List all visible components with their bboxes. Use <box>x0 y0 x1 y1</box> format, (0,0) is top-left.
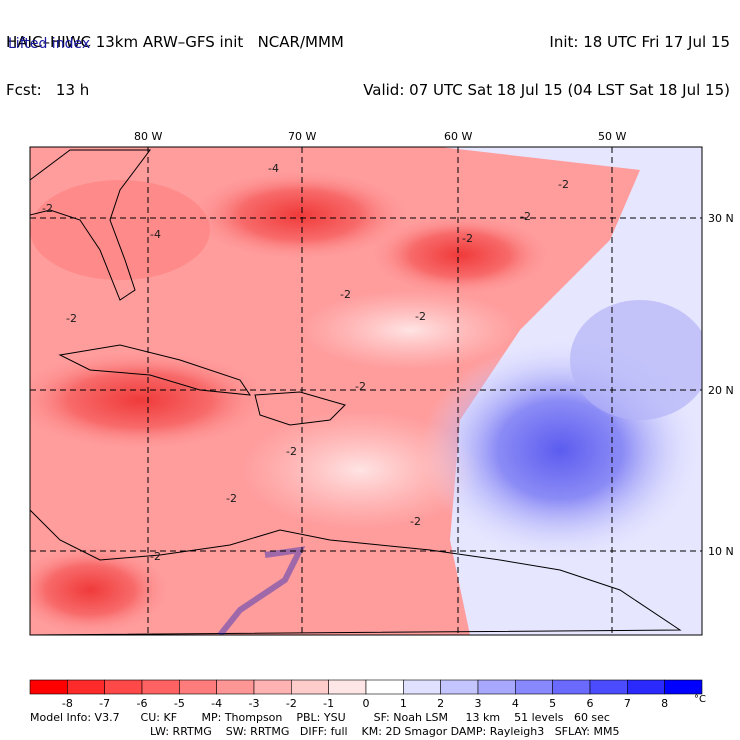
colorbar-swatch <box>141 679 180 695</box>
coastline-florida <box>30 149 151 301</box>
colorbar-tick-label: -7 <box>99 697 111 710</box>
coastline-hispaniola <box>254 391 346 426</box>
unstable-region-caribbean <box>30 350 270 450</box>
contour-label: -2 <box>520 210 531 223</box>
colorbar-swatch <box>477 679 516 695</box>
colorbar-tick-label: -8 <box>61 697 73 710</box>
colorbar-tick-label: 8 <box>661 697 669 710</box>
lon-label-70w: 70 W <box>288 130 317 143</box>
colorbar-tick-label: 5 <box>549 697 557 710</box>
colorbar-swatch <box>589 679 628 695</box>
colorbar-swatch <box>552 679 591 695</box>
coastline-south-america <box>30 509 682 635</box>
colorbar-tick-label: 2 <box>437 697 445 710</box>
lat-label-20n: 20 N <box>708 384 734 397</box>
contour-label: -2 <box>558 178 569 191</box>
contour-label: -2 <box>226 492 237 505</box>
contour-label: -4 <box>150 228 161 241</box>
colorbar-swatch <box>515 679 553 695</box>
valid-time: Valid: 07 UTC Sat 18 Jul 15 (04 LST Sat … <box>363 81 730 99</box>
unstable-region-florida <box>30 180 210 280</box>
colorbar-tick-label: -3 <box>248 697 260 710</box>
pale-area <box>300 290 520 370</box>
header-right: Init: 18 UTC Fri 17 Jul 15 Valid: 07 UTC… <box>363 2 730 114</box>
grid-lines <box>30 147 702 635</box>
contour-label: -2 <box>355 380 366 393</box>
colorbar-tick-label: 7 <box>623 697 631 710</box>
colorbar-swatch <box>104 679 143 695</box>
model-title: HAIC–HIWC 13km ARW–GFS init NCAR/MMM <box>6 33 344 51</box>
contour-label: -2 <box>286 445 297 458</box>
lon-label-50w: 50 W <box>598 130 627 143</box>
field-name: Lifted index <box>8 36 91 52</box>
colorbar-swatch <box>29 679 68 695</box>
colorbar-swatch <box>291 679 329 695</box>
colorbar-swatch <box>179 679 217 695</box>
colorbar-tick-label: 4 <box>511 697 519 710</box>
model-info-line2: LW: RRTMG SW: RRTMG DIFF: full KM: 2D Sm… <box>150 725 620 738</box>
init-time: Init: 18 UTC Fri 17 Jul 15 <box>549 33 730 51</box>
coastline-cuba <box>58 344 252 396</box>
colorbar-swatch <box>664 679 703 695</box>
colorbar-swatch <box>328 679 367 695</box>
unstable-region-northeast <box>370 215 550 295</box>
contour-label: -2 <box>150 550 161 563</box>
contour-label: -4 <box>268 162 279 175</box>
contour-label: -2 <box>410 515 421 528</box>
colorbar-swatch <box>365 679 404 695</box>
lon-label-80w: 80 W <box>134 130 163 143</box>
colorbar-tick-label: -4 <box>211 697 223 710</box>
contour-label: -2 <box>462 232 473 245</box>
colorbar-swatch <box>216 679 255 695</box>
contour-label: -2 <box>42 202 53 215</box>
colorbar-tick-label: -5 <box>173 697 185 710</box>
header-left: HAIC–HIWC 13km ARW–GFS init NCAR/MMM Fcs… <box>6 2 344 114</box>
colorbar-tick-label: 0 <box>362 697 370 710</box>
colorbar-swatch <box>403 679 441 695</box>
colorbar-unit: °C <box>694 694 706 705</box>
contour-label: -2 <box>340 288 351 301</box>
colorbar-swatch <box>627 679 665 695</box>
colorbar-tick-label: -2 <box>285 697 297 710</box>
colorbar-tick-label: 3 <box>474 697 482 710</box>
lat-label-10n: 10 N <box>708 545 734 558</box>
lon-label-60w: 60 W <box>444 130 473 143</box>
lat-label-30n: 30 N <box>708 212 734 225</box>
colorbar-tick-label: 1 <box>399 697 407 710</box>
map-frame <box>29 146 703 636</box>
contour-label: -2 <box>415 310 426 323</box>
colorbar <box>29 679 703 695</box>
stable-land-patch <box>217 546 306 635</box>
colorbar-tick-label: 6 <box>586 697 594 710</box>
unstable-region-southwest <box>30 545 170 635</box>
colorbar-tick-label: -6 <box>136 697 148 710</box>
contour-labels: -4 -4 -2 -2 -2 -2 -2 -2 -2 -2 -2 -2 -2 -2 <box>42 162 569 563</box>
unstable-region-north <box>190 170 410 260</box>
contour-label: -2 <box>66 312 77 325</box>
colorbar-swatch <box>440 679 479 695</box>
model-info-line1: Model Info: V3.7 CU: KF MP: Thompson PBL… <box>30 711 610 724</box>
forecast-hour: Fcst: 13 h <box>6 81 90 99</box>
pale-area <box>240 410 480 530</box>
colorbar-swatch <box>67 679 105 695</box>
stable-region-north <box>570 300 702 420</box>
colorbar-swatch <box>253 679 292 695</box>
colorbar-tick-label: -1 <box>323 697 335 710</box>
